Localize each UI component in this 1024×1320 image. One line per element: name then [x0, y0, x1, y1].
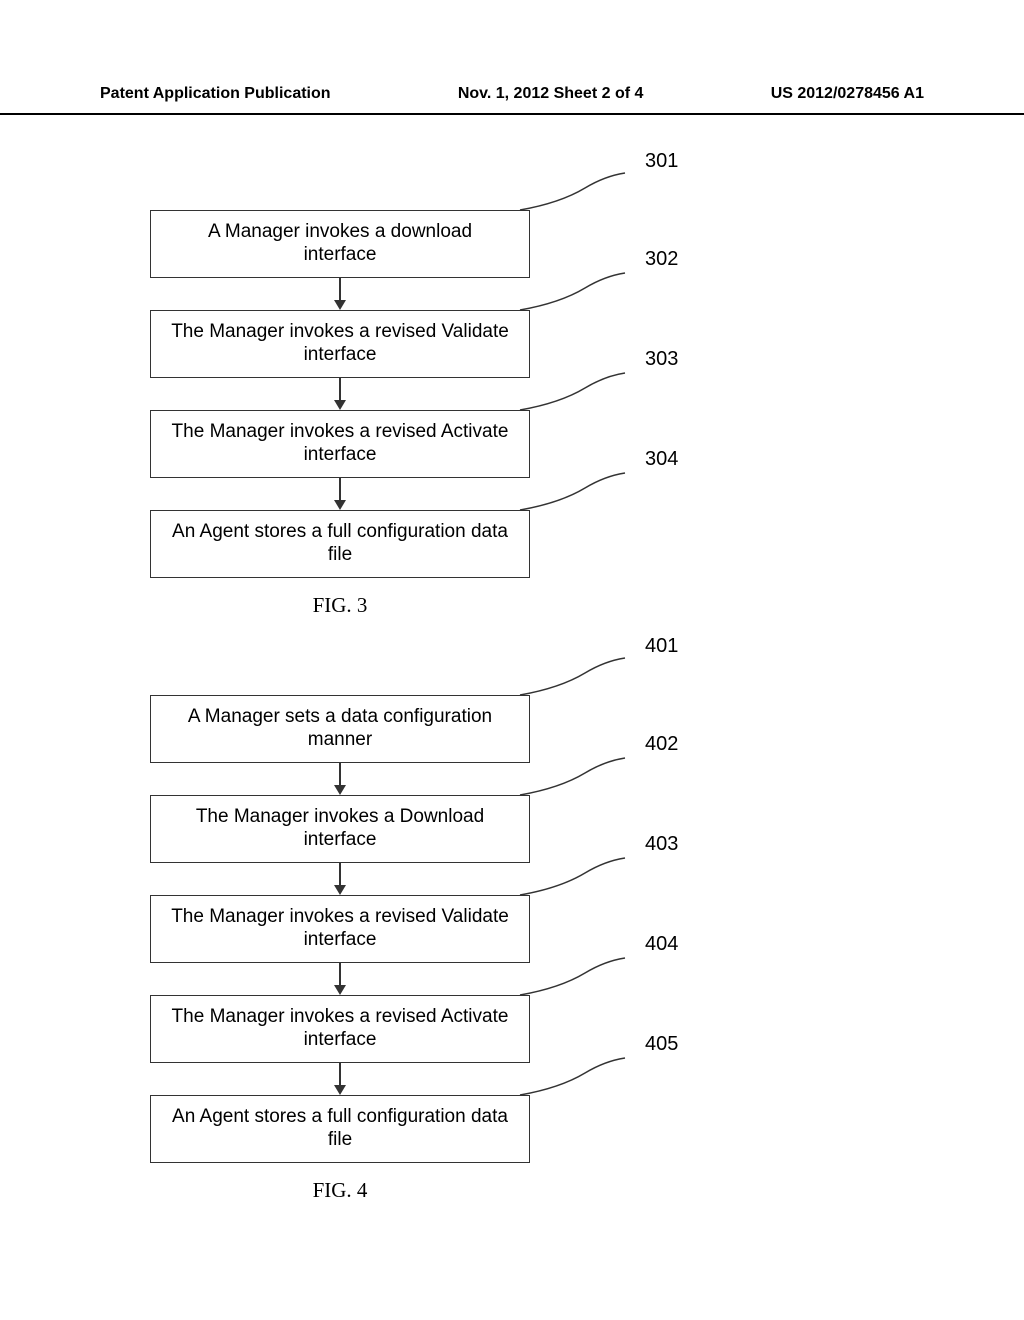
flow-box-text: A Manager sets a data configuration mann… — [171, 706, 509, 752]
flow-arrow — [150, 763, 530, 795]
connector-301 — [520, 168, 650, 218]
flow-box-301: A Manager invokes a download interface — [150, 210, 530, 278]
connector-304 — [520, 468, 650, 518]
figure-3: 301 A Manager invokes a download interfa… — [150, 160, 530, 618]
connector-403 — [520, 853, 650, 903]
flow-box-text: An Agent stores a full configuration dat… — [171, 1106, 509, 1152]
flow-box-304: An Agent stores a full configuration dat… — [150, 510, 530, 578]
flow-arrow — [150, 278, 530, 310]
ref-label-304: 304 — [645, 448, 678, 471]
header-right: US 2012/0278456 A1 — [771, 85, 924, 103]
connector-404 — [520, 953, 650, 1003]
flow-box-302: The Manager invokes a revised Validate i… — [150, 310, 530, 378]
flow-box-text: The Manager invokes a revised Activate i… — [171, 1006, 509, 1052]
flow-box-402: The Manager invokes a Download interface — [150, 795, 530, 863]
flow-box-405: An Agent stores a full configuration dat… — [150, 1095, 530, 1163]
flow-arrow — [150, 478, 530, 510]
flow-box-text: The Manager invokes a revised Validate i… — [171, 321, 509, 367]
ref-label-404: 404 — [645, 933, 678, 956]
ref-label-405: 405 — [645, 1033, 678, 1056]
flow-arrow — [150, 378, 530, 410]
connector-402 — [520, 753, 650, 803]
ref-label-302: 302 — [645, 248, 678, 271]
flow-box-303: The Manager invokes a revised Activate i… — [150, 410, 530, 478]
ref-label-303: 303 — [645, 348, 678, 371]
connector-302 — [520, 268, 650, 318]
flow-box-text: A Manager invokes a download interface — [171, 221, 509, 267]
connector-401 — [520, 653, 650, 703]
ref-label-402: 402 — [645, 733, 678, 756]
flow-arrow — [150, 863, 530, 895]
header-content: Patent Application Publication Nov. 1, 2… — [0, 85, 1024, 103]
flow-box-text: The Manager invokes a revised Validate i… — [171, 906, 509, 952]
flow-box-403: The Manager invokes a revised Validate i… — [150, 895, 530, 963]
flow-box-text: An Agent stores a full configuration dat… — [171, 521, 509, 567]
ref-label-301: 301 — [645, 150, 678, 173]
flow-box-401: A Manager sets a data configuration mann… — [150, 695, 530, 763]
figure-4-caption: FIG. 4 — [150, 1178, 530, 1203]
figure-3-caption: FIG. 3 — [150, 593, 530, 618]
flow-box-text: The Manager invokes a revised Activate i… — [171, 421, 509, 467]
flow-arrow — [150, 1063, 530, 1095]
ref-label-401: 401 — [645, 635, 678, 658]
flow-arrow — [150, 963, 530, 995]
header-left: Patent Application Publication — [100, 85, 331, 103]
connector-303 — [520, 368, 650, 418]
header-middle: Nov. 1, 2012 Sheet 2 of 4 — [458, 85, 644, 103]
connector-405 — [520, 1053, 650, 1103]
ref-label-403: 403 — [645, 833, 678, 856]
page-header: Patent Application Publication Nov. 1, 2… — [0, 85, 1024, 115]
figure-4: 401 A Manager sets a data configuration … — [150, 645, 530, 1203]
flow-box-text: The Manager invokes a Download interface — [171, 806, 509, 852]
flow-box-404: The Manager invokes a revised Activate i… — [150, 995, 530, 1063]
